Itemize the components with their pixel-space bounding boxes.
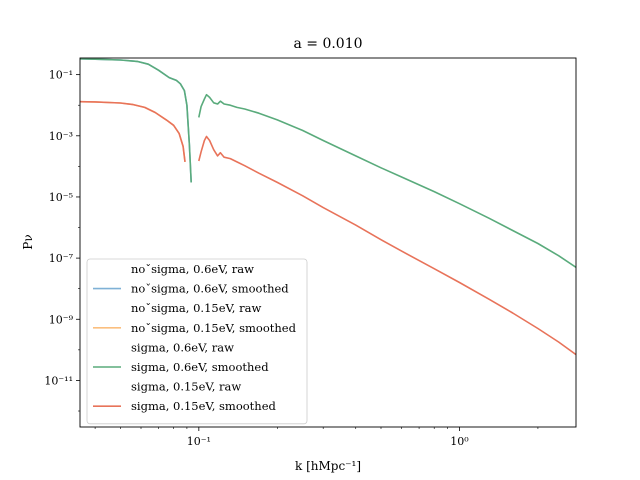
y-tick-label-1: 10⁻³ — [49, 130, 73, 143]
y-tick-label-4: 10⁻⁹ — [49, 313, 74, 326]
series-line-5-segment-0 — [80, 58, 192, 183]
series-line-7-segment-1 — [198, 135, 576, 356]
x-tick-label-1: 10⁰ — [450, 435, 469, 448]
legend-entry-4: sigma, 0.6eV, raw — [131, 340, 234, 354]
series-line-5-segment-1 — [198, 93, 576, 268]
y-tick-label-0: 10⁻¹ — [49, 69, 73, 82]
legend-box — [86, 258, 308, 425]
legend-entry-0: noˇsigma, 0.6eV, raw — [131, 262, 254, 276]
y-tick-label-2: 10⁻⁵ — [49, 191, 73, 204]
legend-entry-7: sigma, 0.15eV, smoothed — [131, 399, 277, 413]
legend-entry-2: noˇsigma, 0.15eV, raw — [131, 301, 261, 315]
y-axis-label: Pν — [21, 234, 35, 249]
legend-entry-6: sigma, 0.15eV, raw — [131, 380, 241, 394]
legend-entry-3: noˇsigma, 0.15eV, smoothed — [131, 321, 297, 335]
legend-entry-5: sigma, 0.6eV, smoothed — [131, 360, 269, 374]
y-tick-label-5: 10⁻¹¹ — [44, 374, 73, 387]
y-tick-label-3: 10⁻⁷ — [49, 252, 74, 265]
x-axis-label: k [hMpc⁻¹] — [295, 459, 361, 473]
x-tick-label-0: 10⁻¹ — [187, 435, 211, 448]
series-layer — [80, 58, 576, 356]
chart-title: a = 0.010 — [293, 36, 362, 52]
legend-entry-1: noˇsigma, 0.6eV, smoothed — [131, 282, 289, 296]
series-line-7-segment-0 — [80, 100, 186, 162]
legend: noˇsigma, 0.6eV, raw noˇsigma, 0.6eV, smo… — [86, 258, 308, 425]
ticks-layer: 10⁻¹ 10⁰ 10⁻¹ 10⁻³ 10⁻⁵ 10⁻⁷ 10⁻⁹ 10⁻¹¹ — [44, 69, 539, 448]
plot-frame — [79, 57, 577, 428]
